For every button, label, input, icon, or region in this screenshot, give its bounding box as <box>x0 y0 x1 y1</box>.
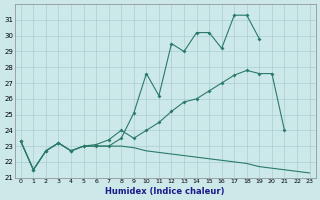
X-axis label: Humidex (Indice chaleur): Humidex (Indice chaleur) <box>106 187 225 196</box>
